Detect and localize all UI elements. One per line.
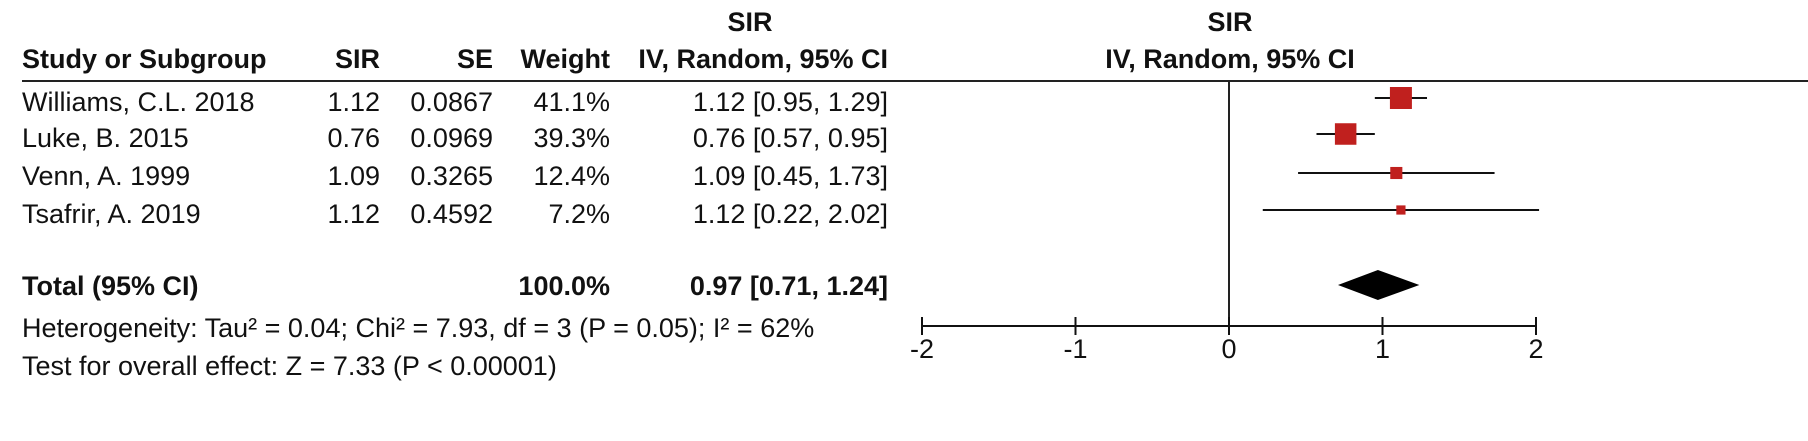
study-se: 0.0969: [410, 123, 493, 153]
study-weight: 12.4%: [533, 161, 610, 191]
col-header-plot: IV, Random, 95% CI: [1105, 44, 1355, 74]
x-tick-label: 1: [1375, 334, 1390, 364]
study-ci: 1.12 [0.22, 2.02]: [692, 199, 888, 229]
study-se: 0.0867: [410, 87, 493, 117]
x-tick-label: -2: [910, 334, 934, 364]
study-sir: 1.12: [327, 199, 380, 229]
total-weight: 100.0%: [518, 271, 610, 301]
study-se: 0.4592: [410, 199, 493, 229]
study-marker: [1389, 87, 1412, 109]
heterogeneity-text: Heterogeneity: Tau² = 0.04; Chi² = 7.93,…: [22, 313, 815, 343]
study-se: 0.3265: [410, 161, 493, 191]
study-name: Tsafrir, A. 2019: [22, 199, 201, 229]
total-label: Total (95% CI): [22, 271, 199, 301]
col-header-sir: SIR: [334, 44, 380, 74]
study-sir: 0.76: [327, 123, 380, 153]
study-name: Luke, B. 2015: [22, 123, 189, 153]
x-tick-label: 0: [1221, 334, 1236, 364]
study-weight: 7.2%: [548, 199, 610, 229]
col-header-study: Study or Subgroup: [22, 44, 267, 74]
study-ci: 1.12 [0.95, 1.29]: [692, 87, 888, 117]
header-divider: [22, 80, 1808, 82]
study-ci: 1.09 [0.45, 1.73]: [692, 161, 888, 191]
sir-group-header-right: SIR: [1207, 7, 1253, 37]
sir-group-header-left: SIR: [727, 7, 773, 37]
overall-effect-text: Test for overall effect: Z = 7.33 (P < 0…: [22, 351, 557, 381]
pooled-diamond: [1337, 270, 1420, 300]
x-tick-label: 2: [1528, 334, 1543, 364]
study-sir: 1.09: [327, 161, 380, 191]
study-name: Williams, C.L. 2018: [22, 87, 255, 117]
x-tick-label: -1: [1063, 334, 1087, 364]
study-name: Venn, A. 1999: [22, 161, 191, 191]
study-sir: 1.12: [327, 87, 380, 117]
col-header-se: SE: [456, 44, 493, 74]
study-weight: 41.1%: [533, 87, 610, 117]
col-header-weight: Weight: [520, 44, 611, 74]
col-header-ci: IV, Random, 95% CI: [638, 44, 888, 74]
study-marker: [1390, 166, 1403, 180]
study-marker: [1334, 123, 1357, 145]
study-ci: 0.76 [0.57, 0.95]: [692, 123, 888, 153]
study-marker: [1396, 205, 1406, 215]
study-weight: 39.3%: [533, 123, 610, 153]
total-ci: 0.97 [0.71, 1.24]: [689, 271, 888, 301]
